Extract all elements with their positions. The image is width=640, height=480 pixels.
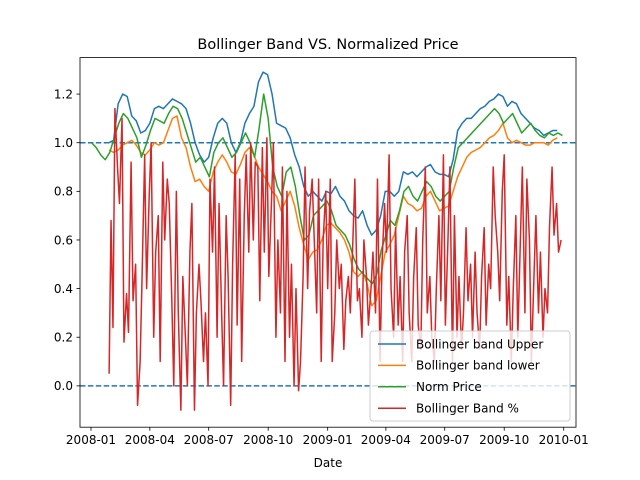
y-axis: 0.0 0.2 0.4 0.6 0.8 1.0 1.2 xyxy=(54,87,80,393)
y-tick-label: 1.0 xyxy=(54,136,73,150)
y-tick-label: 1.2 xyxy=(54,87,73,101)
x-tick-label: 2008-04 xyxy=(125,433,175,447)
legend-label-2: Bollinger band lower xyxy=(416,359,540,373)
x-tick-label: 2009-07 xyxy=(420,433,470,447)
series-line-4 xyxy=(108,107,562,411)
series-layer xyxy=(91,71,563,411)
x-axis-label: Date xyxy=(314,456,343,470)
legend: Bollinger band Upper Bollinger band lower… xyxy=(369,330,571,422)
y-tick-label: 0.0 xyxy=(54,379,73,393)
y-tick-label: 0.4 xyxy=(54,282,73,296)
y-tick-label: 0.6 xyxy=(54,233,73,247)
x-tick-label: 2008-10 xyxy=(243,433,293,447)
legend-items: Bollinger band Upper Bollinger band lower… xyxy=(378,337,543,416)
x-tick-label: 2009-04 xyxy=(361,433,411,447)
legend-label-1: Bollinger band Upper xyxy=(416,337,543,351)
chart-title: Bollinger Band VS. Normalized Price xyxy=(197,37,458,53)
plot-area xyxy=(80,71,576,411)
series-line-3 xyxy=(91,93,563,285)
x-tick-label: 2010-01 xyxy=(539,433,589,447)
x-tick-label: 2009-01 xyxy=(303,433,353,447)
x-tick-label: 2008-07 xyxy=(184,433,234,447)
x-tick-label: 2009-10 xyxy=(479,433,529,447)
legend-label-4: Bollinger Band % xyxy=(416,402,519,416)
series-line-2 xyxy=(108,115,558,307)
x-axis: 2008-01 2008-04 2008-07 2008-10 2009-01 2009-… xyxy=(66,427,589,447)
y-tick-label: 0.8 xyxy=(54,185,73,199)
legend-label-3: Norm Price xyxy=(416,380,482,394)
series-line-1 xyxy=(108,71,558,236)
x-tick-label: 2008-01 xyxy=(66,433,116,447)
y-tick-label: 0.2 xyxy=(54,331,73,345)
legend-box xyxy=(369,330,571,422)
